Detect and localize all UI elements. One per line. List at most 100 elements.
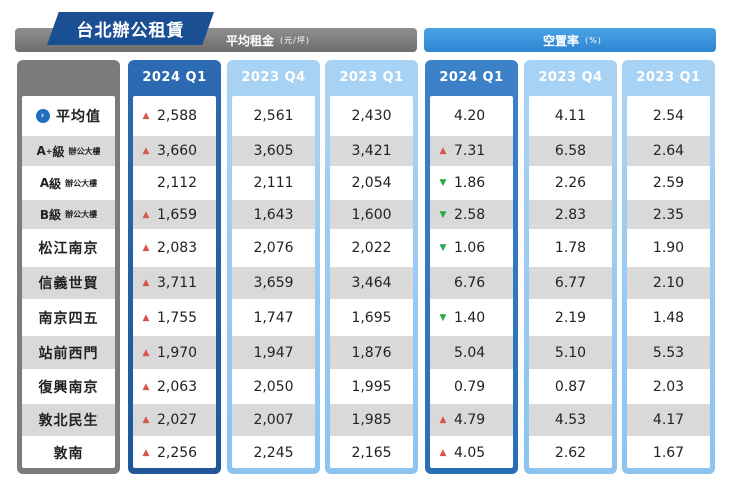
cell-value: 6.77 [554, 275, 587, 291]
row-label-text: 平均值 [56, 109, 101, 125]
triangle-up-icon: ▲ [439, 415, 447, 425]
vacancy-cell: 2.59 [627, 168, 710, 198]
vacancy-cell: 2.03 [627, 371, 710, 403]
row-label: 南京四五 [22, 301, 115, 334]
vacancy-cell: ▲ 4.79 [430, 404, 513, 436]
rent-cell: 2,561 [232, 96, 315, 136]
row-label: 松江南京 [22, 231, 115, 265]
rent-column-header: 2023 Q1 [339, 69, 404, 85]
cell-value: 2.03 [652, 379, 685, 395]
row-label-sub: 辦公大樓 [65, 210, 98, 219]
cell-value: 2.35 [652, 206, 685, 223]
vacancy-cell: 2.62 [529, 438, 612, 468]
cell-value: 2,112 [157, 175, 198, 191]
rent-column-1: 2023 Q4 2,561 3,605 2,111 1,643 2,076 3,659 1,… [227, 60, 320, 474]
vacancy-cell: 6.58 [529, 136, 612, 166]
triangle-down-icon: ▼ [439, 178, 447, 188]
chevron-right-icon: › [36, 109, 50, 123]
triangle-up-icon: ▲ [142, 382, 150, 392]
vacancy-cell: 1.67 [627, 438, 710, 468]
triangle-up-icon: ▲ [142, 111, 150, 121]
rent-cell: 1,876 [330, 336, 413, 369]
cell-value: 0.79 [454, 379, 486, 395]
vacancy-column-body: 4.11 6.58 2.26 2.83 1.78 6.77 2.19 5.10 0.87 4.53… [529, 96, 612, 468]
vacancy-cell: ▲ 7.31 [430, 136, 513, 166]
rent-header-label: 平均租金 [226, 33, 275, 48]
vacancy-cell: 2.35 [627, 200, 710, 229]
rent-header: 平均租金 (元/坪) [226, 28, 310, 52]
cell-value: 2,245 [253, 445, 294, 461]
cell-value: 2.59 [652, 175, 685, 191]
rent-cell: 3,605 [232, 136, 315, 166]
cell-value: 4.53 [554, 412, 587, 428]
cell-value: 2,561 [253, 108, 294, 124]
cell-value: 3,659 [253, 275, 294, 291]
vacancy-cell: ▼ 1.06 [430, 231, 513, 265]
vacancy-cell: 2.26 [529, 168, 612, 198]
cell-value: 1.06 [454, 240, 486, 256]
cell-value: 2.54 [652, 108, 685, 124]
vacancy-cell: 0.87 [529, 371, 612, 403]
rent-column-body: 2,430 3,421 2,054 1,600 2,022 3,464 1,695 1,876… [330, 96, 413, 468]
vacancy-cell: 2.54 [627, 96, 710, 136]
rent-cell: 2,165 [330, 438, 413, 468]
rent-cell: 1,747 [232, 301, 315, 334]
cell-value: 6.76 [454, 275, 486, 291]
vacancy-cell: 4.11 [529, 96, 612, 136]
row-label-text: B [39, 207, 50, 222]
rent-cell: 3,659 [232, 267, 315, 299]
cell-value: 2,054 [351, 175, 392, 191]
vacancy-cell: 4.20 [430, 96, 513, 136]
row-label-sub: 辦公大樓 [68, 146, 101, 156]
label-column: › 平均值 A + 級辦公大樓 A 級辦公大樓 B 級辦公大樓 松江南京 信義世貿 南京四五 站前西門復… [17, 60, 120, 474]
rent-column-body: ▲ 2,588 ▲ 3,660 2,112 ▲ 1,659 ▲ 2,083 ▲ 3,711 ▲ 1,75… [133, 96, 216, 468]
cell-value: 4.05 [454, 445, 486, 461]
cell-value: 2,588 [157, 108, 198, 124]
cell-value: 2,027 [157, 412, 198, 428]
vacancy-column-body: 2.54 2.64 2.59 2.35 1.90 2.10 1.48 5.53 2.03 4.17… [627, 96, 710, 468]
vacancy-column-header: 2023 Q1 [636, 69, 701, 85]
cell-value: 3,660 [157, 143, 198, 159]
triangle-up-icon: ▲ [439, 448, 447, 458]
cell-value: 1,876 [351, 344, 392, 361]
cell-value: 2.58 [454, 206, 486, 223]
cell-value: 2,076 [253, 240, 294, 256]
cell-value: 1.86 [454, 175, 486, 191]
rent-cell: 2,111 [232, 168, 315, 198]
rent-cell: ▲ 1,755 [133, 301, 216, 334]
rent-column-header: 2024 Q1 [142, 69, 207, 85]
row-label-text: A [39, 176, 50, 190]
rent-cell: 1,643 [232, 200, 315, 229]
rent-column-2: 2023 Q1 2,430 3,421 2,054 1,600 2,022 3,464 1,… [325, 60, 418, 474]
rent-cell: 2,022 [330, 231, 413, 265]
cell-value: 2,007 [253, 412, 294, 428]
cell-value: 3,421 [351, 143, 392, 159]
vacancy-cell: ▼ 1.40 [430, 301, 513, 334]
label-column-body: › 平均值 A + 級辦公大樓 A 級辦公大樓 B 級辦公大樓 松江南京 信義世貿 南京四五 站前西門復… [22, 96, 115, 468]
triangle-down-icon: ▼ [439, 209, 447, 220]
rent-cell: 2,076 [232, 231, 315, 265]
vacancy-cell: 4.17 [627, 404, 710, 436]
cell-value: 2,430 [351, 108, 392, 124]
cell-value: 2,022 [351, 240, 392, 256]
triangle-up-icon: ▲ [142, 146, 150, 156]
cell-value: 3,711 [157, 275, 198, 291]
cell-value: 4.20 [454, 108, 486, 124]
cell-value: 2.64 [652, 143, 685, 159]
vacancy-cell: 2.83 [529, 200, 612, 229]
triangle-up-icon: ▲ [142, 243, 150, 253]
cell-value: 1,995 [351, 379, 392, 395]
vacancy-cell: 5.53 [627, 336, 710, 369]
rent-cell: ▲ 1,970 [133, 336, 216, 369]
cell-value: 4.17 [652, 412, 685, 428]
vacancy-cell: 1.90 [627, 231, 710, 265]
row-label-text: 信義世貿 [38, 276, 99, 292]
row-label-text: 南京四五 [38, 310, 99, 327]
row-label: 敦北民生 [22, 404, 115, 436]
rent-cell: 1,600 [330, 200, 413, 229]
vacancy-cell: 6.76 [430, 267, 513, 299]
cell-value: 1.67 [652, 445, 685, 461]
row-label: A 級辦公大樓 [22, 168, 115, 198]
row-label-grade: 級 [49, 176, 62, 191]
rent-cell: 1,995 [330, 371, 413, 403]
